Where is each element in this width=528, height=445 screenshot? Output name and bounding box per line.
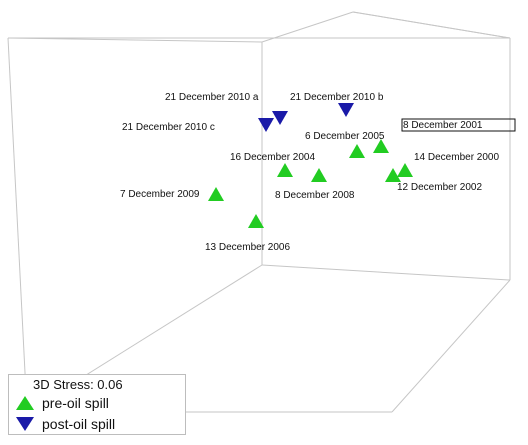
legend-item-post-oil-spill: post-oil spill <box>9 413 185 434</box>
point-label: 21 December 2010 c <box>122 122 215 133</box>
post-oil-spill-point <box>258 118 274 132</box>
point-label: 7 December 2009 <box>120 189 200 200</box>
point-label: 16 December 2004 <box>230 152 315 163</box>
legend-label-post: post-oil spill <box>42 415 116 432</box>
box-edge <box>7 37 263 43</box>
legend-label-pre: pre-oil spill <box>42 394 109 411</box>
point-label: 12 December 2002 <box>397 182 482 193</box>
legend-item-pre-oil-spill: pre-oil spill <box>9 392 185 413</box>
pre-oil-spill-point <box>397 163 413 177</box>
point-label: 21 December 2010 b <box>290 92 384 103</box>
box-edge <box>7 37 28 413</box>
point-label: 8 December 2008 <box>275 190 355 201</box>
triangle-up-icon <box>16 395 34 410</box>
box-edge <box>261 11 354 43</box>
box-edge <box>261 264 511 281</box>
point-label: 14 December 2000 <box>414 152 499 163</box>
point-label: 21 December 2010 a <box>165 92 259 103</box>
point-label: 8 December 2001 <box>403 120 483 131</box>
point-label: 13 December 2006 <box>205 242 290 253</box>
post-oil-spill-point <box>338 103 354 117</box>
label-box <box>401 118 516 132</box>
point-label: 6 December 2005 <box>305 131 385 142</box>
box-edge <box>391 279 511 413</box>
triangle-down-icon <box>16 416 34 431</box>
pre-oil-spill-point <box>311 168 327 182</box>
legend: 3D Stress: 0.06 pre-oil spill post-oil s… <box>8 374 186 435</box>
bounding-box <box>7 11 511 413</box>
marks-layer <box>208 103 413 228</box>
pre-oil-spill-point <box>277 163 293 177</box>
pre-oil-spill-point <box>248 214 264 228</box>
post-oil-spill-point <box>272 111 288 125</box>
pre-oil-spill-point <box>373 139 389 153</box>
stress-value: 3D Stress: 0.06 <box>33 377 123 392</box>
pre-oil-spill-point <box>208 187 224 201</box>
pre-oil-spill-point <box>385 168 401 182</box>
box-edge <box>352 11 511 39</box>
pre-oil-spill-point <box>349 144 365 158</box>
labels-layer: 8 December 2001 14 December 2000 12 Decemb… <box>120 92 516 253</box>
